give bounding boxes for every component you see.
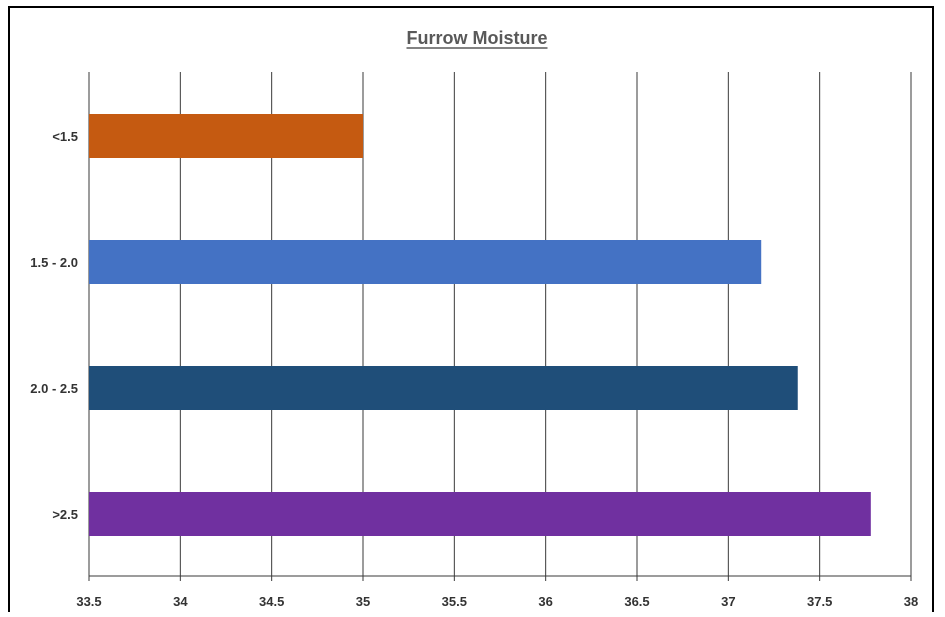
y-category-label: 1.5 - 2.0 bbox=[30, 255, 78, 270]
y-category-label: >2.5 bbox=[52, 507, 78, 522]
y-category-label: 2.0 - 2.5 bbox=[30, 381, 78, 396]
x-tick-label: 33.5 bbox=[76, 594, 101, 609]
y-axis-labels: <1.5 1.5 - 2.0 2.0 - 2.5 >2.5 bbox=[30, 129, 78, 522]
x-tick-label: 38 bbox=[904, 594, 918, 609]
y-category-label: <1.5 bbox=[52, 129, 78, 144]
bar bbox=[89, 366, 798, 410]
chart-title: Furrow Moisture bbox=[406, 28, 547, 48]
x-tick-label: 34 bbox=[173, 594, 188, 609]
bar bbox=[89, 114, 363, 158]
x-tick-label: 35.5 bbox=[442, 594, 467, 609]
x-tick-label: 37 bbox=[721, 594, 735, 609]
x-tick-label: 35 bbox=[356, 594, 370, 609]
x-tick-label: 34.5 bbox=[259, 594, 284, 609]
x-tick-label: 37.5 bbox=[807, 594, 832, 609]
bar bbox=[89, 240, 762, 284]
x-axis: 33.5 34 34.5 35 35.5 36 36.5 37 37.5 38 bbox=[76, 575, 918, 609]
x-tick-label: 36.5 bbox=[624, 594, 649, 609]
bar bbox=[89, 492, 871, 536]
x-tick-label: 36 bbox=[538, 594, 552, 609]
bars bbox=[89, 114, 871, 536]
